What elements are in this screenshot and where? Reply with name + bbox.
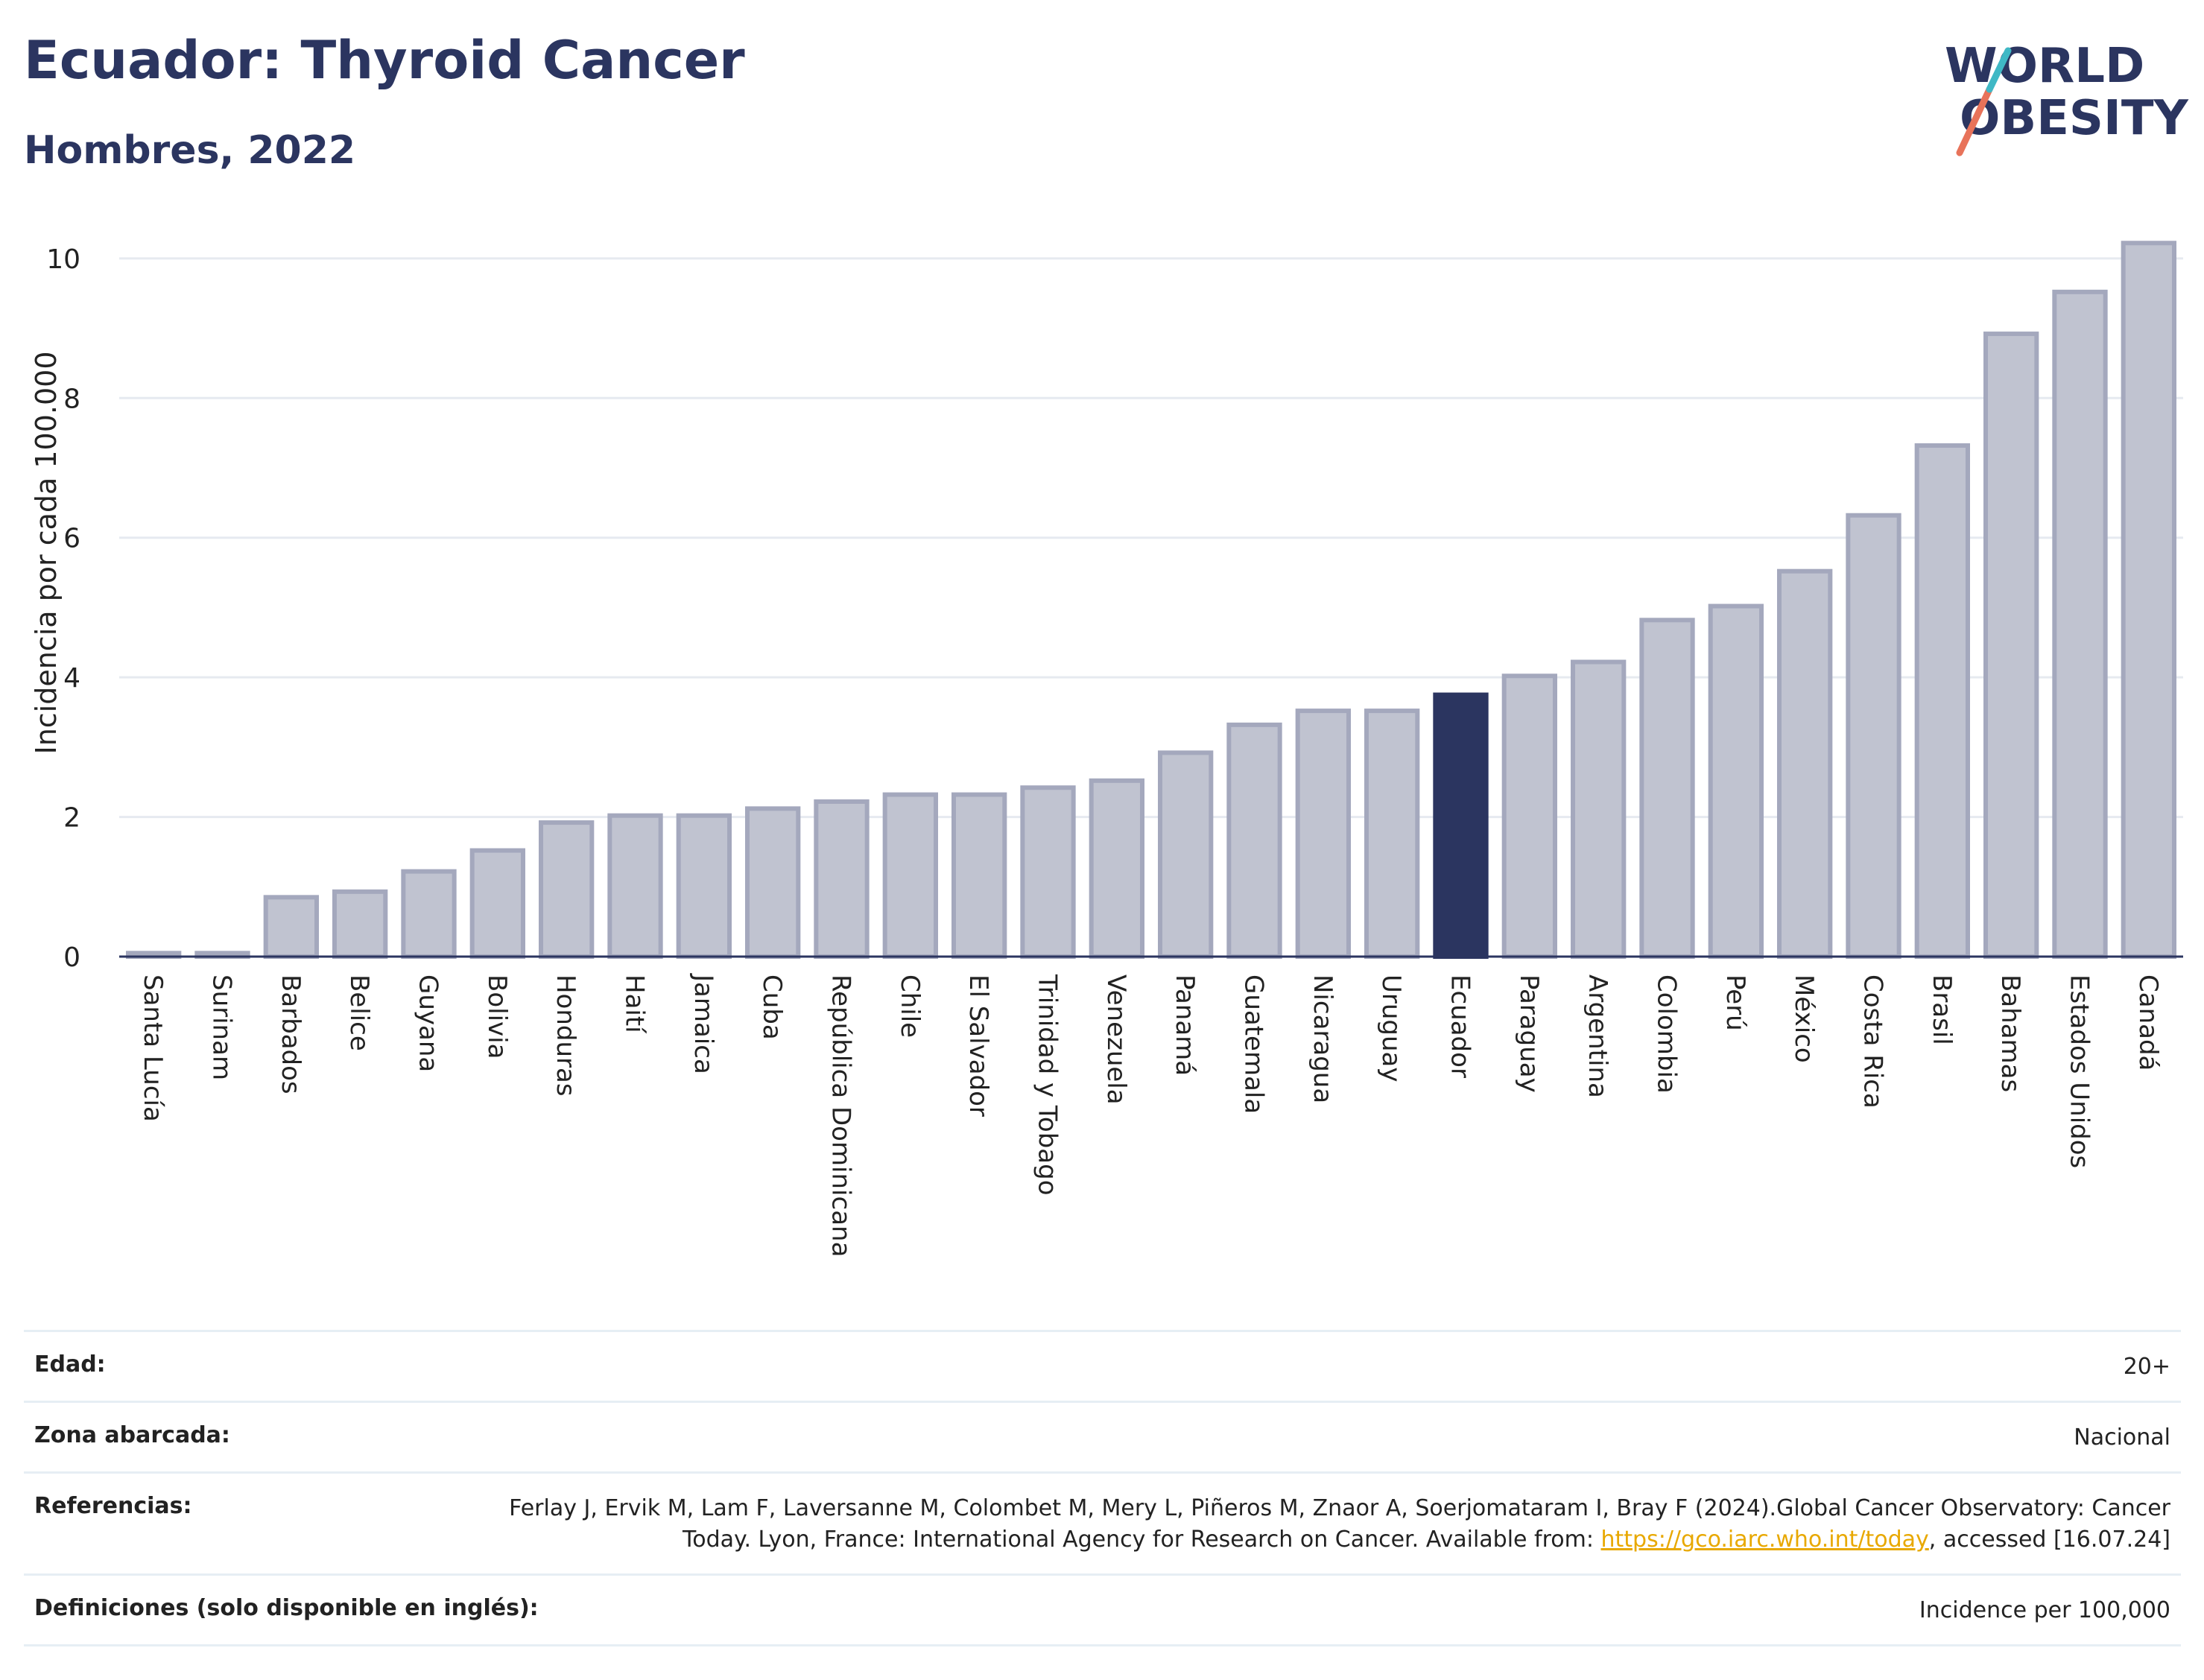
bar-cuba [745, 806, 801, 959]
bar-colombia [1639, 618, 1695, 959]
x-tick-labels: Santa Lucía Surinam Barbados Belice Guyana Bo… [138, 973, 2163, 1257]
x-tick-label: Uruguay [1376, 974, 1406, 1083]
grid-lines [119, 257, 2183, 819]
bar-guatemala [1226, 722, 1282, 960]
x-tick-label: Bolivia [482, 974, 512, 1059]
y-axis-label: Incidencia por cada 100.000 [30, 351, 63, 754]
bar-ecuador [1433, 692, 1489, 959]
bar-costa-rica [1846, 513, 1901, 959]
bar-bolivia [469, 848, 525, 960]
x-tick-label: Estados Unidos [2065, 974, 2094, 1168]
x-tick-label: Perú [1720, 974, 1750, 1031]
y-tick-label: 8 [63, 384, 80, 414]
page-title: Ecuador: Thyroid Cancer [24, 30, 745, 91]
info-row-zona: Zona abarcada: Nacional [24, 1401, 2181, 1471]
bar-bahamas [1983, 332, 2039, 960]
x-tick-label: Guyana [414, 974, 443, 1072]
bar-honduras [539, 820, 595, 960]
x-tick-label: Jamaica [688, 973, 718, 1074]
bar-trinidad-y-tobago [1020, 785, 1076, 959]
bar-barbados [263, 895, 319, 960]
reference-link[interactable]: https://gco.iarc.who.int/today [1600, 1527, 1929, 1553]
info-row-edad: Edad: 20+ [24, 1330, 2181, 1401]
info-table: Edad: 20+ Zona abarcada: Nacional Refere… [24, 1330, 2181, 1646]
info-label-zona: Zona abarcada: [34, 1422, 230, 1448]
bar-uruguay [1364, 709, 1420, 960]
x-tick-label: Bahamas [1995, 974, 2025, 1092]
x-tick-label: Santa Lucía [138, 974, 168, 1122]
info-value-referencias: Ferlay J, Ervik M, Lam F, Laversanne M, … [487, 1493, 2170, 1556]
bar-jamaica [676, 813, 732, 959]
x-tick-label: Argentina [1583, 974, 1612, 1098]
y-tick-labels: 0 2 4 6 8 10 [46, 244, 80, 973]
y-tick-label: 0 [63, 942, 80, 973]
bar-belice [332, 889, 388, 959]
world-obesity-logo: WORLD OBESITY [1945, 39, 2188, 156]
bar-brasil [1914, 443, 1970, 959]
bar-argentina [1571, 659, 1627, 959]
info-value-edad: 20+ [2123, 1354, 2170, 1380]
bar-república-dominicana [814, 799, 870, 960]
x-tick-label: El Salvador [963, 974, 993, 1117]
logo-slash-teal [1986, 47, 2012, 93]
bar-chile [882, 792, 938, 960]
x-tick-label: Haití [620, 974, 650, 1034]
page-subtitle: Hombres, 2022 [24, 128, 356, 173]
info-row-definiciones: Definiciones (solo disponible en inglés)… [24, 1573, 2181, 1646]
info-label-definiciones: Definiciones (solo disponible en inglés)… [34, 1595, 539, 1621]
reference-text: Ferlay J, Ervik M, Lam F, Laversanne M, … [509, 1495, 2170, 1553]
x-tick-label: Panamá [1170, 974, 1200, 1076]
bar-haití [607, 813, 663, 959]
bars [126, 241, 2176, 960]
bar-el-salvador [951, 792, 1007, 960]
bar-chart: 0 2 4 6 8 10 Santa Lucía Surinam Barbados Belice… [30, 241, 2183, 1257]
info-row-referencias: Referencias: Ferlay J, Ervik M, Lam F, L… [24, 1471, 2181, 1573]
info-label-edad: Edad: [34, 1351, 106, 1378]
x-tick-label: Venezuela [1101, 974, 1131, 1105]
bar-guyana [401, 869, 457, 960]
logo-line-1: WORLD [1945, 39, 2144, 94]
x-tick-label: Guatemala [1239, 974, 1269, 1114]
x-tick-label: Brasil [1927, 974, 1957, 1045]
x-tick-label: Trinidad y Tobago [1033, 974, 1063, 1196]
x-tick-label: Canadá [2133, 974, 2163, 1071]
logo-line-2: OBESITY [1960, 91, 2188, 146]
x-tick-label: México [1789, 974, 1819, 1063]
bar-nicaragua [1295, 709, 1351, 960]
reference-text-end: , accessed [16.07.24] [1928, 1527, 2170, 1553]
bar-estados-unidos [2052, 289, 2108, 959]
x-tick-label: Costa Rica [1858, 974, 1888, 1109]
x-tick-label: Barbados [276, 974, 305, 1094]
bar-panamá [1158, 750, 1214, 960]
x-tick-label: Belice [344, 974, 374, 1051]
y-tick-label: 4 [63, 663, 80, 694]
bar-perú [1708, 603, 1764, 959]
info-value-definiciones: Incidence per 100,000 [1919, 1597, 2170, 1623]
y-tick-label: 2 [63, 803, 80, 834]
y-tick-label: 10 [46, 244, 80, 275]
logo-slash-orange [1956, 86, 1993, 156]
info-value-zona: Nacional [2074, 1424, 2170, 1451]
x-tick-label: Surinam [207, 974, 237, 1080]
y-tick-label: 6 [63, 524, 80, 554]
x-tick-label: Honduras [551, 974, 580, 1097]
bar-méxico [1777, 568, 1833, 959]
bar-canadá [2121, 241, 2176, 959]
bar-paraguay [1501, 673, 1557, 959]
info-label-referencias: Referencias: [34, 1493, 192, 1519]
x-tick-label: Paraguay [1514, 974, 1544, 1093]
x-tick-label: Chile [895, 974, 925, 1038]
x-tick-label: Nicaragua [1308, 974, 1337, 1103]
x-tick-label: Cuba [757, 974, 787, 1040]
x-tick-label: Colombia [1652, 974, 1682, 1094]
bar-venezuela [1089, 778, 1144, 959]
x-tick-label: Ecuador [1445, 974, 1475, 1078]
x-tick-label: República Dominicana [826, 974, 856, 1257]
